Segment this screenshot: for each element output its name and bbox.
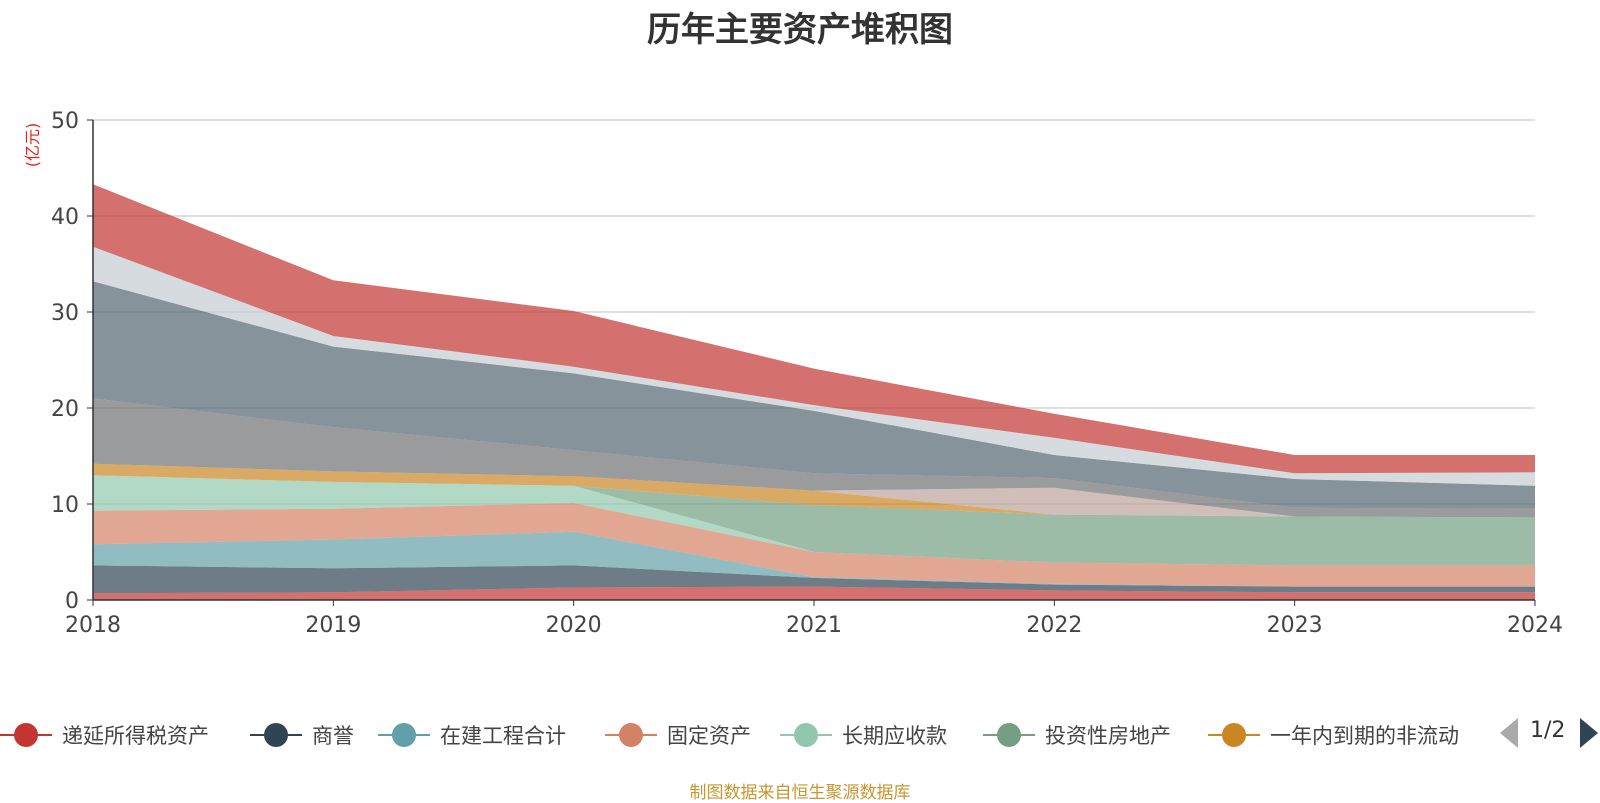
axes: 0 10 20 30 40 50 2018 2019 2020 2021 2022 2023 2024 <box>51 109 1563 638</box>
legend-marker-icon <box>250 718 302 752</box>
legend-item[interactable]: 投资性房地产 <box>983 718 1171 752</box>
x-tick-label: 2020 <box>546 613 602 638</box>
area-series-8[interactable] <box>93 398 1535 518</box>
legend-page-indicator: 1/2 <box>1530 718 1566 743</box>
legend-marker-icon <box>378 718 430 752</box>
area-series-2[interactable] <box>93 531 1535 587</box>
y-axis-label: (亿元) <box>23 123 42 168</box>
y-tick-label: 30 <box>51 301 79 326</box>
legend-label: 投资性房地产 <box>1045 724 1171 748</box>
legend-prev-page-icon[interactable] <box>1500 718 1518 748</box>
legend-item[interactable]: 固定资产 <box>605 718 751 752</box>
legend-next-page-icon[interactable] <box>1580 718 1598 748</box>
area-series-3[interactable] <box>93 503 1535 587</box>
x-tick-label: 2019 <box>305 613 361 638</box>
legend-label: 在建工程合计 <box>440 724 566 748</box>
y-tick-label: 40 <box>51 205 79 230</box>
source-note: 制图数据来自恒生聚源数据库 <box>689 783 911 803</box>
legend-label: 递延所得税资产 <box>62 724 209 748</box>
area-series-0[interactable] <box>93 586 1535 600</box>
y-tick-label: 20 <box>51 397 79 422</box>
y-tick-label: 50 <box>51 109 79 134</box>
area-series-1[interactable] <box>93 565 1535 594</box>
x-tick-label: 2018 <box>65 613 121 638</box>
legend-marker-icon <box>1208 718 1260 752</box>
area-series-7[interactable] <box>93 463 1535 518</box>
legend-label: 固定资产 <box>667 724 751 748</box>
legend-marker-icon <box>780 718 832 752</box>
area-series-6[interactable] <box>93 463 1535 518</box>
legend-item[interactable]: 递延所得税资产 <box>0 718 209 752</box>
chart-title: 历年主要资产堆积图 <box>647 10 953 50</box>
legend-item[interactable]: 长期应收款 <box>780 718 947 752</box>
x-tick-label: 2023 <box>1267 613 1323 638</box>
legend-label: 商誉 <box>312 724 354 748</box>
legend-marker-icon <box>983 718 1035 752</box>
area-series-11[interactable] <box>93 184 1535 474</box>
legend-label: 长期应收款 <box>842 724 947 748</box>
legend-marker-icon <box>0 718 52 752</box>
y-tick-label: 10 <box>51 493 79 518</box>
legend-marker-icon <box>605 718 657 752</box>
y-tick-label: 0 <box>65 589 79 614</box>
area-series-4[interactable] <box>93 475 1535 566</box>
area-series-layer <box>93 184 1535 600</box>
x-tick-label: 2022 <box>1026 613 1082 638</box>
area-series-9[interactable] <box>93 281 1535 509</box>
legend-item[interactable]: 在建工程合计 <box>378 718 566 752</box>
x-tick-label: 2021 <box>786 613 842 638</box>
legend-item[interactable]: 一年内到期的非流动 <box>1208 718 1459 752</box>
legend-label: 一年内到期的非流动 <box>1270 724 1459 748</box>
x-tick-label: 2024 <box>1507 613 1563 638</box>
area-series-5[interactable] <box>93 475 1535 566</box>
legend-item[interactable]: 商誉 <box>250 718 354 752</box>
